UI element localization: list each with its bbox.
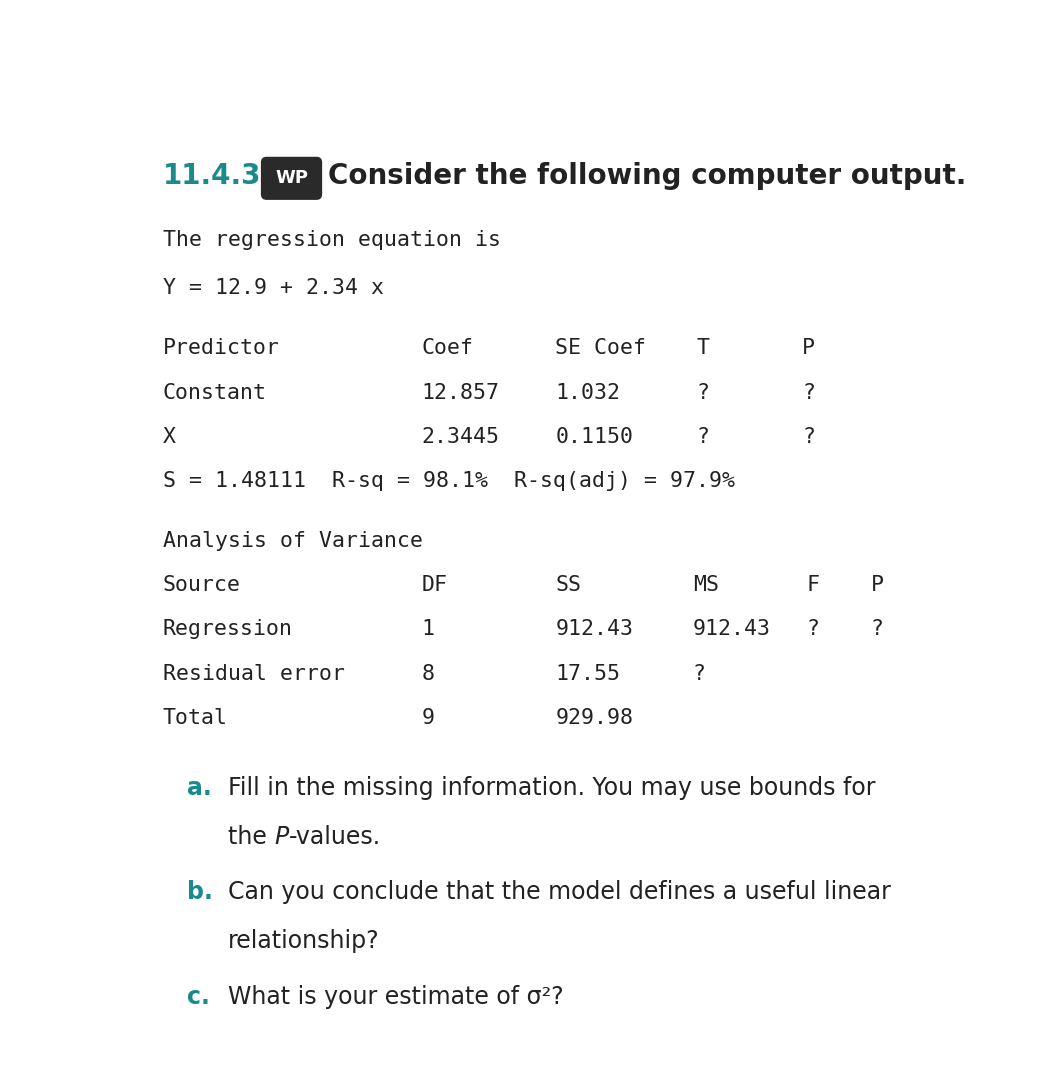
Text: T: T xyxy=(697,338,710,358)
Text: 912.43: 912.43 xyxy=(555,619,634,639)
Text: Can you conclude that the model defines a useful linear: Can you conclude that the model defines … xyxy=(228,880,891,904)
Text: the: the xyxy=(228,824,274,849)
Text: ?: ? xyxy=(802,427,815,447)
Text: a.: a. xyxy=(187,777,212,800)
Text: Total: Total xyxy=(163,708,228,728)
Text: Predictor: Predictor xyxy=(163,338,280,358)
Text: P: P xyxy=(275,824,289,849)
Text: 17.55: 17.55 xyxy=(555,664,620,683)
Text: Regression: Regression xyxy=(163,619,293,639)
Text: ?: ? xyxy=(697,427,710,447)
Text: ?: ? xyxy=(693,664,706,683)
Text: c.: c. xyxy=(187,984,210,1008)
Text: S = 1.48111  R-sq = 98.1%  R-sq(adj) = 97.9%: S = 1.48111 R-sq = 98.1% R-sq(adj) = 97.… xyxy=(163,471,735,491)
Text: X: X xyxy=(163,427,175,447)
Text: 912.43: 912.43 xyxy=(693,619,770,639)
Text: 11.4.3: 11.4.3 xyxy=(163,161,261,190)
Text: Constant: Constant xyxy=(163,382,267,403)
Text: P: P xyxy=(802,338,815,358)
Text: MS: MS xyxy=(693,575,719,596)
FancyBboxPatch shape xyxy=(262,157,322,199)
Text: 12.857: 12.857 xyxy=(422,382,500,403)
Text: 2.3445: 2.3445 xyxy=(422,427,500,447)
Text: The regression equation is: The regression equation is xyxy=(163,230,501,250)
Text: Coef: Coef xyxy=(422,338,474,358)
Text: What is your estimate of σ²?: What is your estimate of σ²? xyxy=(228,984,563,1008)
Text: ?: ? xyxy=(806,619,820,639)
Text: 8: 8 xyxy=(422,664,434,683)
Text: Y = 12.9 + 2.34 x: Y = 12.9 + 2.34 x xyxy=(163,278,384,299)
Text: Source: Source xyxy=(163,575,241,596)
Text: 1: 1 xyxy=(422,619,434,639)
Text: b.: b. xyxy=(187,880,213,904)
Text: DF: DF xyxy=(422,575,448,596)
Text: Consider the following computer output.: Consider the following computer output. xyxy=(328,161,967,190)
Text: Residual error: Residual error xyxy=(163,664,345,683)
Text: SS: SS xyxy=(555,575,582,596)
Text: 929.98: 929.98 xyxy=(555,708,634,728)
Text: Analysis of Variance: Analysis of Variance xyxy=(163,531,423,551)
Text: 1.032: 1.032 xyxy=(555,382,620,403)
Text: 0.1150: 0.1150 xyxy=(555,427,634,447)
Text: WP: WP xyxy=(275,169,308,187)
Text: F: F xyxy=(806,575,820,596)
Text: ?: ? xyxy=(802,382,815,403)
Text: Fill in the missing information. You may use bounds for: Fill in the missing information. You may… xyxy=(228,777,875,800)
Text: -values.: -values. xyxy=(289,824,381,849)
Text: SE Coef: SE Coef xyxy=(555,338,646,358)
Text: relationship?: relationship? xyxy=(228,929,379,953)
Text: ?: ? xyxy=(697,382,710,403)
Text: ?: ? xyxy=(871,619,884,639)
Text: 9: 9 xyxy=(422,708,434,728)
Text: P: P xyxy=(871,575,884,596)
